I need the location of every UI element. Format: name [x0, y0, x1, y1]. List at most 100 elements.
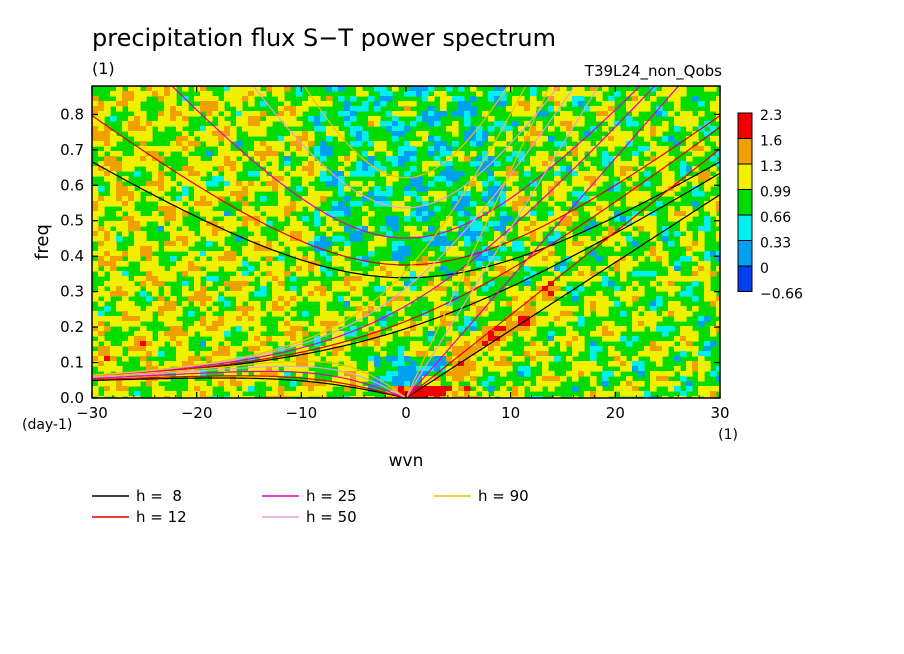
field-cell	[572, 351, 579, 357]
field-cell	[260, 286, 267, 292]
field-cell	[458, 326, 465, 332]
field-cell	[590, 186, 597, 192]
field-cell	[716, 106, 720, 112]
field-cell	[356, 396, 363, 398]
field-cell	[116, 321, 123, 327]
field-cell	[134, 96, 141, 102]
field-cell	[590, 276, 597, 282]
field-cell	[650, 281, 657, 287]
field-cell	[710, 301, 717, 307]
field-cell	[716, 256, 720, 262]
field-cell	[608, 186, 615, 192]
colorbar-swatch	[737, 163, 753, 190]
field-cell	[488, 241, 495, 247]
field-cell	[344, 206, 351, 212]
field-cell	[320, 296, 327, 302]
field-cell	[218, 116, 225, 122]
field-cell	[626, 121, 633, 127]
field-cell	[278, 296, 285, 302]
field-cell	[134, 136, 141, 142]
field-cell	[206, 316, 213, 322]
field-cell	[176, 346, 183, 352]
field-cell	[200, 326, 207, 332]
field-cell	[422, 391, 429, 397]
field-cell	[458, 341, 465, 347]
field-cell	[290, 266, 297, 272]
field-cell	[278, 141, 285, 147]
field-cell	[548, 216, 555, 222]
field-cell	[518, 301, 525, 307]
field-cell	[128, 321, 135, 327]
field-cell	[146, 216, 153, 222]
field-cell	[674, 286, 681, 292]
field-cell	[386, 156, 393, 162]
field-cell	[134, 286, 141, 292]
field-cell	[212, 181, 219, 187]
field-cell	[692, 201, 699, 207]
field-cell	[206, 141, 213, 147]
field-cell	[596, 331, 603, 337]
field-cell	[194, 251, 201, 257]
field-cell	[506, 391, 513, 397]
field-cell	[116, 386, 123, 392]
field-cell	[236, 296, 243, 302]
field-cell	[170, 221, 177, 227]
field-cell	[104, 261, 111, 267]
field-cell	[416, 86, 423, 92]
field-cell	[470, 311, 477, 317]
field-cell	[524, 321, 531, 327]
field-cell	[428, 161, 435, 167]
field-cell	[500, 386, 507, 392]
field-cell	[404, 156, 411, 162]
field-cell	[392, 241, 399, 247]
field-cell	[92, 231, 99, 237]
field-cell	[362, 386, 369, 392]
field-cell	[428, 251, 435, 257]
field-cell	[548, 311, 555, 317]
field-cell	[602, 391, 609, 397]
field-cell	[224, 186, 231, 192]
field-cell	[704, 281, 711, 287]
field-cell	[572, 291, 579, 297]
field-cell	[506, 331, 513, 337]
field-cell	[236, 381, 243, 387]
field-cell	[548, 286, 555, 292]
field-cell	[284, 86, 291, 92]
field-cell	[674, 346, 681, 352]
field-cell	[686, 241, 693, 247]
field-cell	[182, 226, 189, 232]
field-cell	[266, 156, 273, 162]
field-cell	[314, 266, 321, 272]
field-cell	[164, 361, 171, 367]
field-cell	[134, 276, 141, 282]
field-cell	[128, 91, 135, 97]
field-cell	[230, 251, 237, 257]
field-cell	[632, 211, 639, 217]
field-cell	[542, 166, 549, 172]
field-cell	[488, 191, 495, 197]
field-cell	[92, 311, 99, 317]
field-cell	[494, 91, 501, 97]
field-cell	[512, 96, 519, 102]
field-cell	[650, 356, 657, 362]
field-cell	[656, 346, 663, 352]
field-cell	[476, 396, 483, 398]
field-cell	[620, 256, 627, 262]
field-cell	[236, 396, 243, 398]
field-cell	[344, 346, 351, 352]
field-cell	[338, 381, 345, 387]
field-cell	[422, 346, 429, 352]
field-cell	[398, 101, 405, 107]
field-cell	[422, 201, 429, 207]
field-cell	[374, 141, 381, 147]
field-cell	[368, 151, 375, 157]
field-cell	[512, 196, 519, 202]
field-cell	[680, 121, 687, 127]
field-cell	[290, 231, 297, 237]
field-cell	[272, 146, 279, 152]
field-cell	[242, 201, 249, 207]
field-cell	[248, 366, 255, 372]
inertia-gravity-curve	[171, 86, 641, 239]
field-cell	[224, 96, 231, 102]
field-cell	[530, 251, 537, 257]
